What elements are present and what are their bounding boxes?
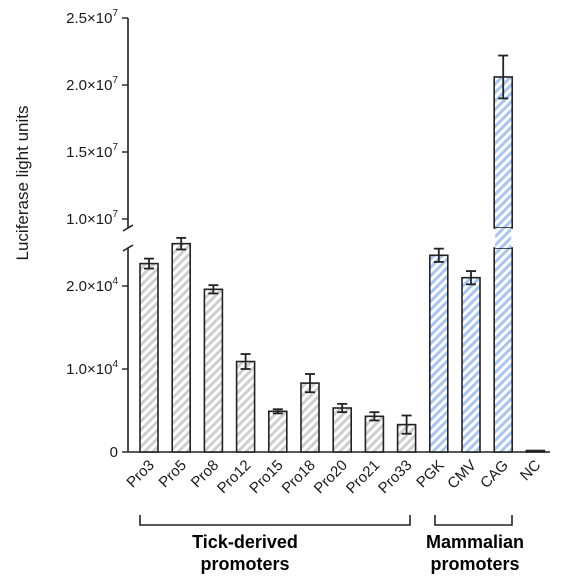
x-tick-label-cag: CAG [477,457,512,492]
y-tick-label: 0 [110,444,118,461]
x-tick-label-pgk: PGK [413,457,447,491]
x-tick-label-pro20: Pro20 [311,457,351,497]
y-tick-label: 2.5×107 [66,8,118,27]
category-labels: Pro3Pro5Pro8Pro12Pro15Pro18Pro20Pro21Pro… [123,457,544,497]
bar-pro12 [235,360,256,453]
bar-cag-lower [493,247,514,453]
y-tick-label: 2.0×104 [66,276,118,295]
x-tick-label-pro21: Pro21 [343,457,383,497]
bar-pro5 [171,242,191,453]
group-label-tick-line2: promoters [200,554,290,574]
axis-break-mark [122,224,134,232]
group-label-mammalian-line1: Mammalian [425,532,525,552]
bar-pro8 [203,288,224,453]
group-label-mammalian: Mammalian promoters [405,531,545,575]
y-tick-label: 1.0×107 [66,209,118,228]
x-tick-label-pro5: Pro5 [156,457,190,491]
y-tick-label: 1.0×104 [66,359,118,378]
y-axis-label: Luciferase light units [13,106,32,261]
y-tick-label: 2.0×107 [66,75,118,94]
bar-pgk [428,254,449,453]
bar-pro3 [139,262,159,453]
x-tick-label-pro33: Pro33 [375,457,415,497]
x-tick-label-cmv: CMV [444,457,480,493]
group-label-tick-line1: Tick-derived [192,532,298,552]
y-tick-label: 1.5×107 [66,142,118,161]
bar-nc [525,449,546,453]
bar-cag-break [495,228,512,248]
group-bracket-tick-derived [139,515,411,526]
x-tick-label-nc: NC [517,457,544,484]
bar-pro20 [332,407,353,453]
group-bracket-mammalian [434,515,513,526]
bar-pro18 [300,382,320,453]
group-label-tick-derived: Tick-derived promoters [170,531,320,575]
y-ticks: 0 1.0×104 2.0×104 1.0×107 1.5×107 2.0×107 2.5×… [66,8,128,461]
x-tick-label-pro3: Pro3 [123,457,157,491]
bar-pro21 [364,415,385,453]
axis-break-mark [122,244,134,252]
bar-cag-upper [493,76,514,229]
bar-pro15 [267,410,288,453]
bars [139,54,546,453]
x-tick-label-pro12: Pro12 [214,457,254,497]
bar-cmv [461,276,481,453]
x-tick-label-pro18: Pro18 [279,457,319,497]
x-tick-label-pro15: Pro15 [246,457,286,497]
group-label-mammalian-line2: promoters [430,554,520,574]
